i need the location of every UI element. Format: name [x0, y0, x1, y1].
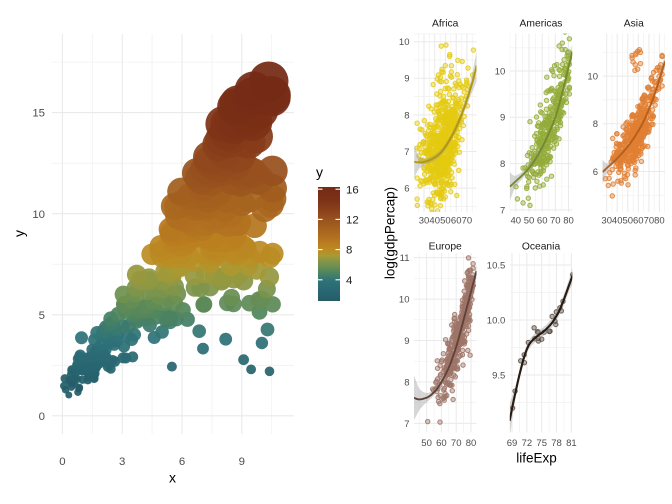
svg-text:7: 7 [404, 419, 409, 430]
svg-text:60: 60 [633, 216, 644, 227]
svg-text:60: 60 [537, 216, 548, 227]
svg-text:70: 70 [462, 216, 473, 227]
svg-text:70: 70 [550, 216, 561, 227]
svg-text:40: 40 [429, 216, 440, 227]
svg-text:8: 8 [404, 377, 409, 388]
svg-text:9: 9 [404, 74, 409, 85]
svg-text:Africa: Africa [432, 18, 459, 29]
svg-text:lifeExp: lifeExp [516, 451, 557, 466]
svg-text:72: 72 [522, 438, 533, 449]
svg-text:Americas: Americas [520, 18, 563, 29]
svg-text:40: 40 [612, 216, 623, 227]
svg-text:Oceania: Oceania [522, 241, 561, 252]
svg-text:81: 81 [566, 438, 577, 449]
svg-text:80: 80 [563, 216, 574, 227]
svg-text:6: 6 [179, 456, 185, 468]
svg-text:10: 10 [399, 37, 410, 48]
svg-text:16: 16 [346, 184, 359, 196]
svg-text:10.5: 10.5 [487, 260, 506, 271]
svg-text:70: 70 [644, 216, 655, 227]
svg-text:8: 8 [404, 110, 409, 121]
svg-text:78: 78 [551, 438, 562, 449]
svg-text:9: 9 [500, 113, 505, 124]
svg-text:10: 10 [495, 66, 506, 77]
svg-text:50: 50 [524, 216, 535, 227]
svg-text:70: 70 [451, 438, 462, 449]
svg-text:10.0: 10.0 [487, 315, 506, 326]
svg-text:8: 8 [500, 159, 505, 170]
svg-text:3: 3 [119, 456, 125, 468]
svg-text:6: 6 [593, 167, 598, 178]
svg-text:9: 9 [239, 456, 245, 468]
svg-text:7: 7 [500, 205, 505, 216]
svg-text:5: 5 [39, 310, 45, 322]
svg-text:80: 80 [654, 216, 665, 227]
svg-text:60: 60 [451, 216, 462, 227]
svg-text:50: 50 [421, 438, 432, 449]
svg-text:Asia: Asia [624, 18, 644, 29]
svg-text:4: 4 [346, 275, 352, 287]
svg-text:11: 11 [400, 253, 410, 264]
svg-text:30: 30 [419, 216, 430, 227]
svg-text:x: x [169, 470, 176, 486]
svg-text:80: 80 [466, 438, 477, 449]
svg-text:9.5: 9.5 [492, 370, 505, 381]
svg-text:y: y [11, 230, 27, 237]
svg-text:Europe: Europe [429, 241, 462, 252]
svg-text:40: 40 [511, 216, 522, 227]
svg-text:60: 60 [436, 438, 447, 449]
svg-text:0: 0 [59, 456, 65, 468]
svg-text:log(gdpPercap): log(gdpPercap) [383, 187, 398, 279]
svg-text:50: 50 [623, 216, 634, 227]
svg-text:75: 75 [536, 438, 547, 449]
svg-text:69: 69 [507, 438, 518, 449]
svg-text:15: 15 [32, 108, 45, 120]
svg-text:y: y [316, 164, 323, 180]
svg-text:6: 6 [404, 184, 409, 195]
svg-text:8: 8 [593, 119, 598, 130]
svg-text:30: 30 [601, 216, 612, 227]
svg-text:9: 9 [404, 336, 409, 347]
svg-text:10: 10 [32, 209, 45, 221]
svg-text:7: 7 [404, 147, 409, 158]
svg-text:0: 0 [39, 411, 45, 423]
svg-text:12: 12 [346, 215, 359, 227]
svg-text:10: 10 [399, 294, 410, 305]
svg-text:50: 50 [440, 216, 451, 227]
svg-text:8: 8 [346, 245, 352, 257]
svg-text:10: 10 [587, 72, 598, 83]
